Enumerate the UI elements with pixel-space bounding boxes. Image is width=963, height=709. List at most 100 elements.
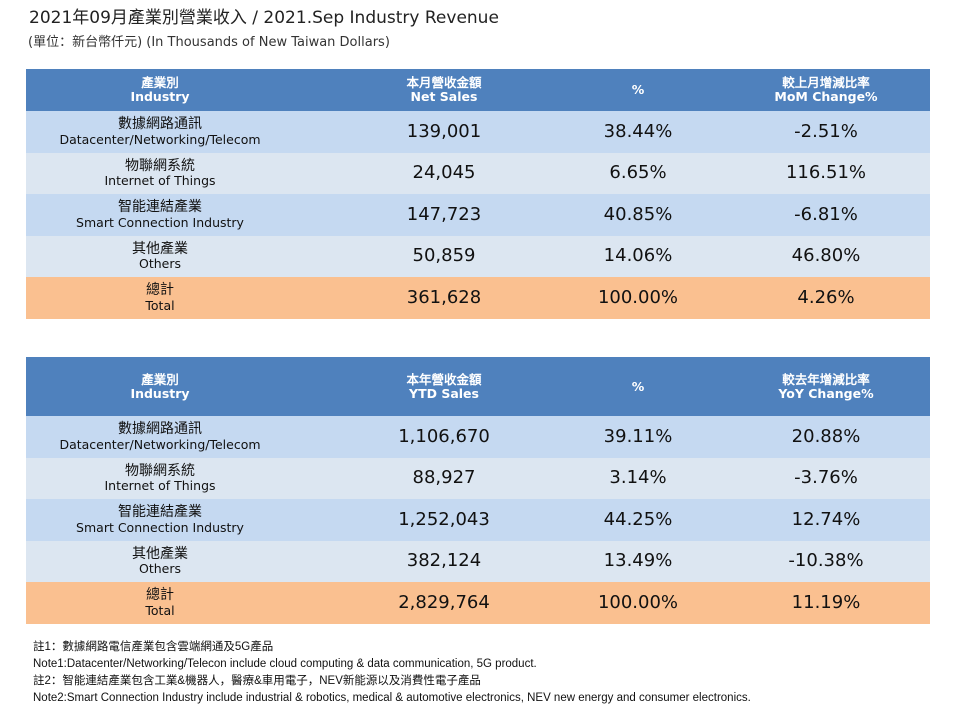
monthly-revenue-table: 產業別 Industry 本月營收金額 Net Sales% 較上月增減比率 MoM Ch… — [26, 69, 930, 319]
industry-zh: 數據網路通訊 — [118, 116, 202, 133]
sales-cell: 1,252,043 — [398, 508, 490, 530]
header-cell: 本月營收金額 Net Sales — [294, 76, 594, 104]
header-zh: % — [631, 378, 645, 394]
percent-cell: 100.00% — [597, 591, 679, 613]
header-zh: 本年營收金額 — [406, 371, 482, 387]
percent-cell: 3.14% — [609, 467, 667, 489]
table-row: 智能連結產業 Smart Connection Industry 1,252,043… — [26, 499, 930, 541]
header-zh: 本月營收金額 — [406, 75, 482, 91]
percent-cell: 13.49% — [603, 550, 673, 572]
industry-en: Smart Connection Industry — [76, 519, 244, 535]
header-zh: % — [631, 82, 645, 98]
industry-en: Others — [138, 256, 181, 272]
table-row: 智能連結產業 Smart Connection Industry 147,723 40… — [26, 194, 930, 236]
ytd-revenue-table: 產業別 Industry 本年營收金額 YTD Sales% 較去年增減比率 YoY Ch… — [26, 357, 930, 624]
percent-cell: 44.25% — [603, 508, 673, 530]
percent-cell: 39.11% — [603, 425, 673, 447]
table-row: 其他產業 Others 382,124 13.49% -10.38% — [26, 540, 930, 582]
table-header: 產業別 Industry 本年營收金額 YTD Sales% 較去年增減比率 YoY Ch… — [26, 357, 930, 416]
change-cell: 11.19% — [791, 591, 861, 613]
industry-en: Internet of Things — [104, 173, 216, 189]
unit-subtitle: (單位：新台幣仟元) (In Thousands of New Taiwan D… — [28, 35, 390, 50]
industry-zh: 物聯網系統 — [125, 157, 195, 174]
industry-en: Internet of Things — [104, 478, 216, 494]
industry-cell: 數據網路通訊 Datacenter/Networking/Telecom — [26, 116, 294, 147]
industry-en: Datacenter/Networking/Telecom — [59, 131, 261, 147]
header-cell: 產業別 Industry — [26, 371, 294, 401]
sales-cell: 1,106,670 — [398, 425, 490, 447]
note-2-zh: 註2：智能連結產業包含工業&機器人，醫療&車用電子，NEV新能源以及消費性電子產… — [33, 675, 481, 687]
industry-zh: 智能連結產業 — [118, 504, 202, 521]
sales-cell: 382,124 — [406, 550, 482, 572]
page-title: 2021年09月產業別營業收入 / 2021.Sep Industry Reve… — [29, 8, 499, 28]
sales-cell: 50,859 — [412, 245, 476, 267]
percent-cell: 100.00% — [597, 286, 679, 308]
header-cell: 產業別 Industry — [26, 76, 294, 104]
header-en: YTD Sales — [409, 385, 479, 401]
change-cell: -2.51% — [794, 120, 858, 142]
industry-en: Total — [145, 602, 175, 618]
industry-cell: 其他產業 Others — [26, 240, 294, 272]
industry-cell: 物聯網系統 Internet of Things — [26, 157, 294, 189]
industry-en: Smart Connection Industry — [76, 214, 244, 230]
change-cell: 116.51% — [785, 162, 867, 184]
percent-cell: 40.85% — [603, 203, 673, 225]
sales-cell: 2,829,764 — [398, 591, 490, 613]
change-cell: -10.38% — [788, 550, 864, 572]
industry-en: Datacenter/Networking/Telecom — [59, 436, 261, 452]
industry-cell: 智能連結產業 Smart Connection Industry — [26, 199, 294, 230]
header-cell: 較去年增減比率 YoY Change% — [682, 371, 930, 401]
industry-zh: 其他產業 — [132, 240, 188, 257]
industry-zh: 總計 — [146, 587, 174, 604]
header-zh: 較去年增減比率 — [782, 371, 870, 387]
industry-cell: 總計 Total — [26, 587, 294, 618]
table-header: 產業別 Industry 本月營收金額 Net Sales% 較上月增減比率 MoM Ch… — [26, 69, 930, 111]
header-en: Net Sales — [410, 89, 478, 104]
industry-cell: 數據網路通訊 Datacenter/Networking/Telecom — [26, 421, 294, 452]
sales-cell: 147,723 — [406, 203, 482, 225]
sales-cell: 24,045 — [412, 162, 476, 184]
sales-cell: 139,001 — [406, 120, 482, 142]
note-2-en: Note2:Smart Connection Industry include … — [33, 692, 751, 704]
table-row: 物聯網系統 Internet of Things 88,927 3.14% -3.76% — [26, 457, 930, 499]
change-cell: 20.88% — [791, 425, 861, 447]
total-row: 總計 Total 2,829,764 100.00% 11.19% — [26, 582, 930, 624]
table-row: 其他產業 Others 50,859 14.06% 46.80% — [26, 235, 930, 277]
header-zh: 產業別 — [141, 75, 179, 91]
industry-zh: 物聯網系統 — [125, 462, 195, 479]
header-cell: 本年營收金額 YTD Sales — [294, 371, 594, 401]
total-row: 總計 Total 361,628 100.00% 4.26% — [26, 277, 930, 319]
percent-cell: 38.44% — [603, 120, 673, 142]
industry-cell: 總計 Total — [26, 282, 294, 313]
header-en: Industry — [130, 385, 190, 401]
change-cell: -3.76% — [794, 467, 858, 489]
industry-zh: 智能連結產業 — [118, 199, 202, 216]
industry-zh: 總計 — [146, 282, 174, 299]
table-row: 數據網路通訊 Datacenter/Networking/Telecom 139,0… — [26, 111, 930, 153]
sales-cell: 361,628 — [406, 286, 482, 308]
header-zh: 較上月增減比率 — [782, 75, 870, 91]
table-row: 物聯網系統 Internet of Things 24,045 6.65% 116.51… — [26, 152, 930, 194]
percent-cell: 14.06% — [603, 245, 673, 267]
industry-en: Others — [138, 561, 181, 577]
header-en: Industry — [130, 89, 190, 104]
industry-zh: 數據網路通訊 — [118, 421, 202, 438]
industry-zh: 其他產業 — [132, 545, 188, 562]
notes: 註1：數據網路電信產業包含雲端網通及5G產品 Note1:Datacenter/… — [33, 639, 751, 707]
note-1-zh: 註1：數據網路電信產業包含雲端網通及5G產品 — [33, 641, 274, 653]
change-cell: 4.26% — [797, 286, 855, 308]
header-zh: 產業別 — [141, 371, 179, 387]
sales-cell: 88,927 — [412, 467, 476, 489]
table-row: 數據網路通訊 Datacenter/Networking/Telecom 1,106… — [26, 416, 930, 458]
change-cell: -6.81% — [794, 203, 858, 225]
industry-en: Total — [145, 297, 175, 313]
change-cell: 46.80% — [791, 245, 861, 267]
note-1-en: Note1:Datacenter/Networking/Telecon incl… — [33, 658, 537, 670]
percent-cell: 6.65% — [609, 162, 667, 184]
header-cell: % — [594, 378, 682, 394]
industry-cell: 智能連結產業 Smart Connection Industry — [26, 504, 294, 535]
header-cell: % — [594, 83, 682, 97]
header-cell: 較上月增減比率 MoM Change% — [682, 76, 930, 104]
industry-cell: 物聯網系統 Internet of Things — [26, 462, 294, 494]
header-en: YoY Change% — [778, 385, 874, 401]
